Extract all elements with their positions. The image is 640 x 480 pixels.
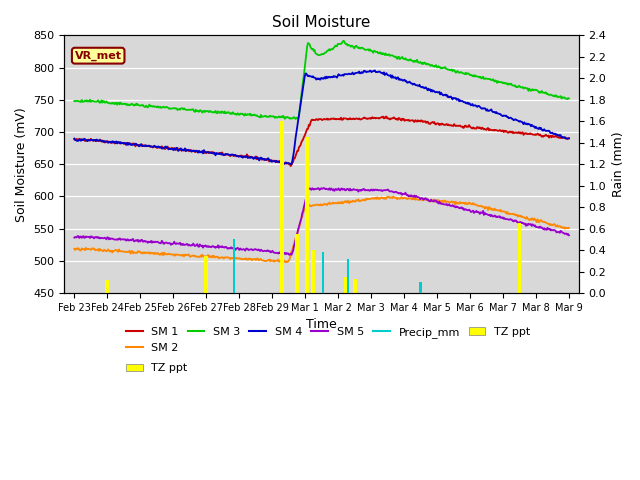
Title: Soil Moisture: Soil Moisture	[273, 15, 371, 30]
Bar	[295, 234, 299, 293]
Bar	[419, 282, 422, 293]
Bar	[280, 121, 284, 293]
Y-axis label: Soil Moisture (mV): Soil Moisture (mV)	[15, 107, 28, 222]
Text: VR_met: VR_met	[75, 50, 122, 61]
X-axis label: Time: Time	[307, 318, 337, 332]
Bar	[353, 279, 356, 293]
Bar	[305, 137, 308, 293]
Bar	[233, 240, 236, 293]
Legend: TZ ppt: TZ ppt	[122, 359, 192, 378]
Y-axis label: Rain (mm): Rain (mm)	[612, 132, 625, 197]
Bar	[344, 277, 348, 293]
Bar	[204, 255, 208, 293]
Bar	[312, 250, 316, 293]
Bar	[347, 259, 349, 293]
Bar	[322, 252, 324, 293]
Bar	[518, 223, 522, 293]
Bar	[106, 280, 109, 293]
